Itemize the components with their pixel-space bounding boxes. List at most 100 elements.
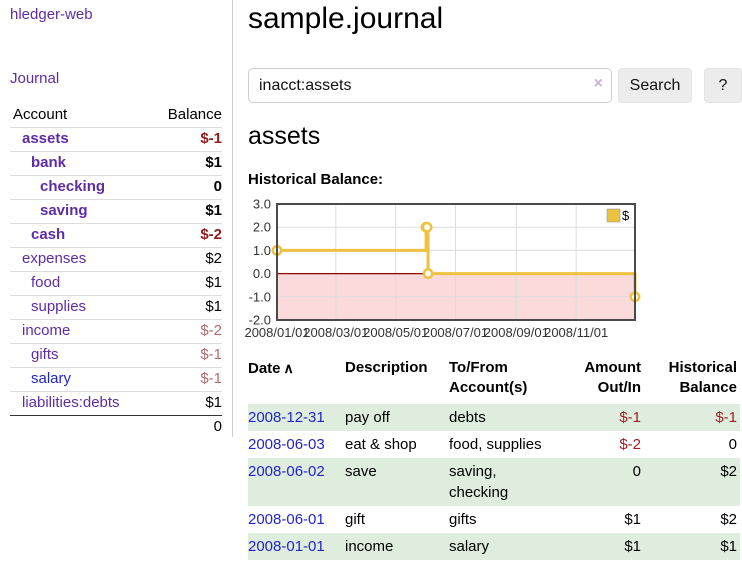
transaction-date-link[interactable]: 2008-01-01	[248, 538, 325, 555]
account-balance: $-1	[200, 370, 222, 387]
account-balance: $1	[205, 274, 222, 291]
account-link-bank[interactable]: bank	[31, 154, 67, 171]
account-balance: $1	[205, 154, 222, 171]
transaction-accounts: debts	[449, 404, 553, 431]
sidebar: hledger-web Journal Account Balance asse…	[0, 0, 233, 437]
transaction-accounts: salary	[449, 533, 553, 560]
transaction-amount: $1	[624, 511, 641, 528]
account-link-liabilities-debts[interactable]: liabilities:debts	[22, 394, 120, 411]
account-row: supplies $1	[10, 295, 222, 319]
transaction-amount: $1	[553, 533, 641, 560]
help-button[interactable]: ?	[704, 68, 742, 103]
transaction-description: pay off	[345, 404, 449, 431]
transaction-amount: 0	[553, 458, 641, 506]
transaction-balance: 0	[728, 436, 737, 453]
transaction-balance: $2	[641, 458, 740, 506]
sidebar-item-journal[interactable]: Journal	[10, 70, 60, 87]
svg-text:0.0: 0.0	[253, 266, 271, 281]
account-row: food $1	[10, 271, 222, 295]
amount-column-header: Amount Out/In	[584, 359, 641, 396]
account-balance: 0	[213, 178, 222, 195]
account-link-salary[interactable]: salary	[31, 370, 72, 387]
transaction-date-link[interactable]: 2008-06-03	[248, 436, 325, 453]
date-column-header[interactable]: Date ∧	[248, 360, 294, 377]
account-heading: assets	[248, 122, 321, 150]
svg-text:3.0: 3.0	[253, 197, 271, 212]
accounts-table: Account Balance assets $-1 bank $1 check…	[10, 104, 222, 439]
svg-text:2008/03/01: 2008/03/01	[303, 325, 368, 340]
search-input[interactable]	[248, 68, 612, 103]
clear-search-icon[interactable]: ×	[593, 75, 603, 92]
account-balance: $1	[205, 394, 222, 411]
transaction-amount: $-1	[553, 404, 641, 431]
account-row: checking 0	[10, 175, 222, 199]
register-table: Date ∧ Description To/From Account(s) Amo…	[248, 356, 740, 560]
account-balance: $-2	[200, 322, 222, 339]
account-link-checking[interactable]: checking	[40, 178, 106, 195]
app-title-link[interactable]: hledger-web	[10, 6, 93, 23]
svg-text:2008/11/01: 2008/11/01	[544, 325, 608, 340]
account-balance: $2	[205, 250, 222, 267]
register-row: 2008-06-01 gift gifts $1 $2	[248, 506, 740, 533]
account-row: liabilities:debts $1	[10, 391, 222, 415]
register-row: 2008-01-01 income salary $1 $1	[248, 533, 740, 560]
chart-title: Historical Balance:	[248, 171, 384, 188]
accounts-table-header: Account Balance	[10, 104, 222, 127]
account-balance: $-2	[200, 226, 222, 243]
account-link-food[interactable]: food	[31, 274, 61, 291]
register-header-row: Date ∧ Description To/From Account(s) Amo…	[248, 356, 740, 404]
account-balance: $-1	[200, 346, 222, 363]
svg-text:2.0: 2.0	[253, 220, 271, 235]
transaction-date-link[interactable]: 2008-06-02	[248, 463, 325, 480]
account-row: saving $1	[10, 199, 222, 223]
transaction-accounts: gifts	[449, 511, 477, 528]
account-row: cash $-2	[10, 223, 222, 247]
account-link-assets[interactable]: assets	[22, 130, 69, 147]
svg-text:2008/05/01: 2008/05/01	[363, 325, 428, 340]
svg-text:2008/01/01: 2008/01/01	[244, 325, 309, 340]
svg-text:1.0: 1.0	[253, 243, 271, 258]
account-row: salary $-1	[10, 367, 222, 391]
balance-column-header: Historical Balance	[668, 359, 737, 396]
accounts-total-row: 0	[10, 415, 222, 439]
register-row: 2008-06-03 eat & shop food, supplies $-2…	[248, 431, 740, 458]
register-row: 2008-12-31 pay off debts $-1 $-1	[248, 404, 740, 431]
account-row: assets $-1	[10, 127, 222, 151]
account-row: bank $1	[10, 151, 222, 175]
svg-text:2008/09/01: 2008/09/01	[484, 325, 549, 340]
account-link-cash[interactable]: cash	[31, 226, 66, 243]
account-link-expenses[interactable]: expenses	[22, 250, 87, 267]
historical-balance-chart[interactable]: 3.0 2.0 1.0 0.0 -1.0 -2.0 2008/01/01 2008/03/01…	[244, 197, 742, 342]
transaction-date-link[interactable]: 2008-12-31	[248, 409, 325, 426]
register-row: 2008-06-02 save saving, checking 0 $2	[248, 458, 740, 506]
main-content: sample.journal × Search ? assets Histori…	[244, 0, 742, 582]
transaction-date-link[interactable]: 2008-06-01	[248, 511, 325, 528]
account-balance: $1	[205, 298, 222, 315]
account-balance: $-1	[200, 130, 222, 147]
transaction-description: save	[345, 458, 449, 506]
svg-text:-1.0: -1.0	[249, 289, 271, 304]
transaction-balance: $-1	[641, 404, 740, 431]
svg-text:-2.0: -2.0	[249, 313, 271, 328]
transaction-accounts: saving, checking	[449, 458, 553, 506]
sort-ascending-icon: ∧	[283, 360, 294, 376]
transaction-balance: $1	[641, 533, 740, 560]
account-link-saving[interactable]: saving	[40, 202, 88, 219]
svg-text:2008/07/01: 2008/07/01	[423, 325, 488, 340]
account-row: expenses $2	[10, 247, 222, 271]
transaction-accounts: food, supplies	[449, 436, 542, 453]
page-title: sample.journal	[248, 2, 444, 35]
account-row: gifts $-1	[10, 343, 222, 367]
accounts-total-value: 0	[213, 418, 222, 435]
svg-text:$: $	[622, 208, 630, 223]
transaction-description: eat & shop	[345, 436, 417, 453]
search-button[interactable]: Search	[618, 68, 692, 103]
accounts-column-header: To/From Account(s)	[449, 359, 528, 396]
account-column-header: Account	[13, 106, 68, 123]
account-link-supplies[interactable]: supplies	[31, 298, 87, 315]
transaction-description: gift	[345, 511, 366, 528]
transaction-amount: $-2	[619, 436, 641, 453]
account-link-gifts[interactable]: gifts	[31, 346, 59, 363]
search-form: × Search ?	[248, 68, 742, 103]
account-link-income[interactable]: income	[22, 322, 71, 339]
